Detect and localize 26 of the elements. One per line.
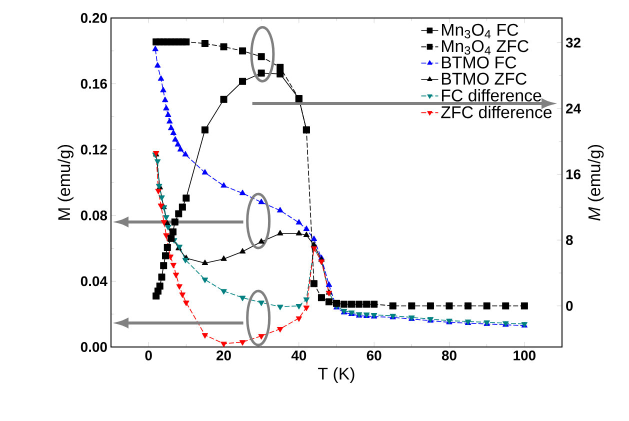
x-tick-label: 20: [216, 350, 231, 360]
x-tick-label: 0: [145, 350, 152, 360]
legend-label: FC difference: [442, 89, 542, 102]
y-tick-label: 0.00: [80, 342, 107, 352]
x-tick-label: 60: [366, 350, 382, 360]
legend-label: BTMO FC: [442, 56, 516, 68]
y-tick-label: 0.20: [80, 13, 107, 23]
x-axis-title: T (K): [318, 367, 354, 384]
legend-label: BTMO ZFC: [442, 72, 527, 85]
y-tick-label: 0.16: [80, 78, 107, 89]
y2-tick-label: 8: [566, 235, 573, 246]
y2-tick-label: 0: [566, 300, 573, 311]
legend-label: Mn$_{3}$O$_{4}$ ZFC: [442, 40, 528, 55]
y-axis-title: M (emu/g): [58, 144, 74, 220]
x-tick-label: 80: [442, 350, 456, 360]
y-tick-label: 0.04: [80, 276, 108, 286]
y-tick-label: 0.08: [80, 210, 108, 220]
y-tick-label: 0.12: [80, 144, 107, 155]
y2-tick-label: 24: [566, 104, 581, 114]
y2-axis-title: M (emu/g): [588, 144, 604, 221]
legend-label: ZFC difference: [441, 106, 552, 118]
legend-label: Mn$_{3}$O$_{4}$ FC: [442, 24, 518, 38]
x-tick-label: 40: [291, 350, 306, 360]
y2-tick-label: 16: [566, 169, 581, 180]
y2-tick-label: 32: [566, 38, 580, 48]
x-tick-label: 100: [514, 350, 536, 360]
